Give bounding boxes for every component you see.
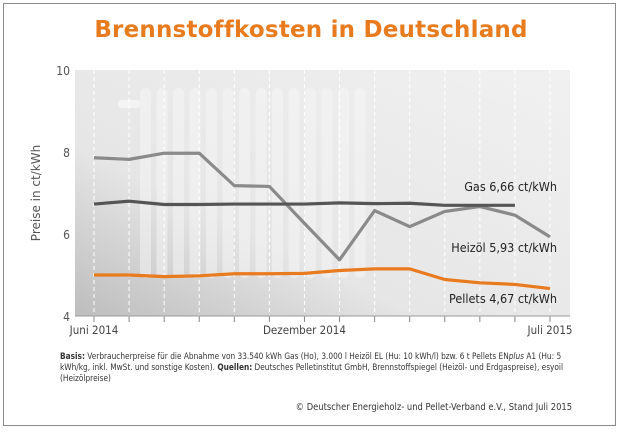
copyright: © Deutscher Energieholz- und Pellet-Verb… (295, 402, 572, 413)
chart-title: Brennstoffkosten in Deutschland (94, 17, 528, 43)
radiator-fin (173, 88, 184, 278)
series-label-pellets: Pellets 4,67 ct/kWh (449, 291, 557, 306)
series-line-heizöl (93, 151, 551, 262)
radiator-fin (321, 88, 333, 278)
y-tick-label: 8 (63, 146, 70, 160)
radiator-fin (189, 88, 201, 278)
radiator-fin (354, 88, 366, 278)
radiator-fin (255, 88, 267, 278)
basis-text-2: A1 (Hu: 5 kWh/kg, inkl. MwSt. und sonsti… (60, 352, 562, 373)
radiator-valve (118, 100, 140, 108)
x-tick-label: Juli 2015 (527, 323, 573, 337)
series-label-heizöl: Heizöl 5,93 ct/kWh (451, 240, 557, 255)
radiator-fin (222, 88, 234, 278)
radiator-fin (272, 88, 283, 278)
radiator-fin (305, 88, 316, 278)
y-axis-label: Preise in ct/kWh (29, 145, 43, 241)
sources-text: Deutsches Pelletinstitut GmbH, Brennstof… (60, 363, 564, 384)
series-label-gas: Gas 6,66 ct/kWh (464, 179, 557, 194)
basis-label: Basis: (60, 352, 85, 362)
y-tick-label: 4 (63, 310, 70, 324)
x-tick-label: Dezember 2014 (263, 323, 346, 337)
radiator-fin (206, 88, 217, 278)
sources-label: Quellen: (217, 363, 253, 373)
radiator-fin (338, 88, 349, 278)
radiator-fin (239, 88, 250, 278)
chart-frame (3, 3, 616, 426)
footnote: Basis: Verbraucherpreise für die Abnahme… (60, 352, 581, 385)
series-line-pellets (94, 267, 551, 291)
line-chart: 4 6 8 10 Juni 2014 Dezember 2014 Juli 2015 Prei… (29, 64, 573, 337)
y-tick-label: 10 (56, 64, 70, 78)
radiator-fin (288, 88, 300, 278)
basis-text: Verbraucherpreise für die Abnahme von 33… (84, 352, 509, 362)
enplus-italic: plus (508, 352, 525, 362)
radiator-fin (140, 88, 151, 278)
series-line-gas (93, 199, 515, 207)
radiator-fin (156, 88, 168, 278)
x-tick-label: Juni 2014 (69, 323, 119, 337)
y-tick-label: 6 (63, 228, 70, 242)
radiator-watermark (118, 88, 366, 278)
